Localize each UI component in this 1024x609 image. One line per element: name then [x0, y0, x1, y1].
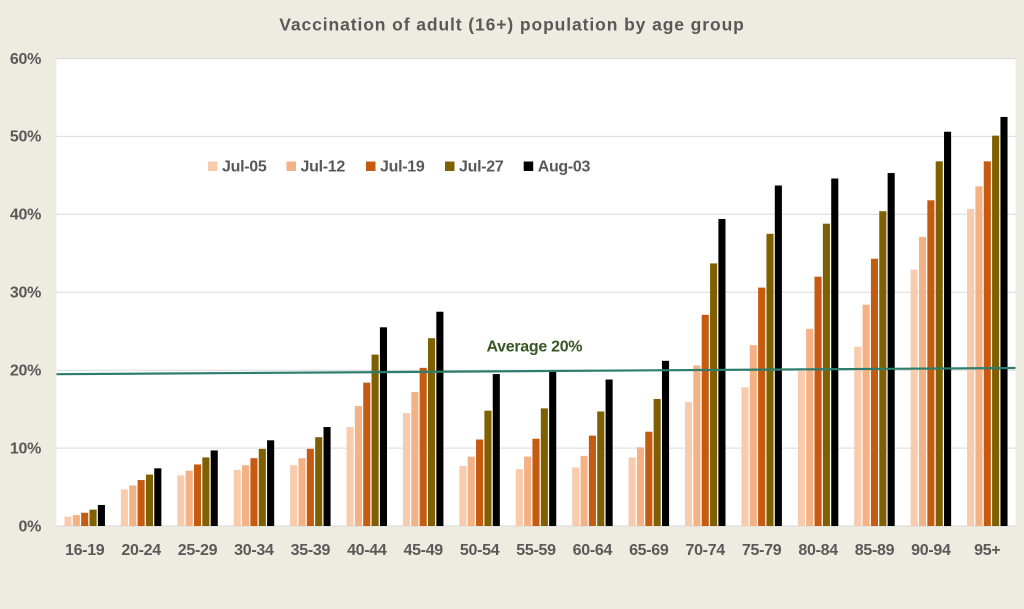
svg-text:90-94: 90-94 — [911, 542, 951, 559]
svg-text:30%: 30% — [10, 285, 41, 302]
svg-text:40-44: 40-44 — [347, 542, 387, 559]
svg-text:85-89: 85-89 — [855, 542, 895, 559]
svg-text:10%: 10% — [10, 440, 41, 457]
svg-text:50-54: 50-54 — [460, 542, 500, 559]
svg-text:35-39: 35-39 — [291, 542, 331, 559]
svg-text:20%: 20% — [10, 363, 41, 380]
svg-text:30-34: 30-34 — [234, 542, 274, 559]
svg-text:Jul-12: Jul-12 — [301, 159, 346, 176]
svg-text:80-84: 80-84 — [798, 542, 838, 559]
svg-text:55-59: 55-59 — [516, 542, 556, 559]
svg-text:95+: 95+ — [974, 542, 1000, 559]
svg-text:25-29: 25-29 — [178, 542, 218, 559]
svg-text:60-64: 60-64 — [573, 542, 613, 559]
svg-text:0%: 0% — [18, 518, 41, 535]
svg-text:60%: 60% — [10, 51, 41, 68]
svg-text:50%: 50% — [10, 129, 41, 146]
svg-text:Jul-19: Jul-19 — [380, 159, 425, 176]
svg-text:65-69: 65-69 — [629, 542, 669, 559]
svg-text:Average 20%: Average 20% — [487, 339, 583, 356]
svg-text:16-19: 16-19 — [65, 542, 105, 559]
svg-text:Vaccination of adult (16+) pop: Vaccination of adult (16+) population by… — [279, 15, 745, 35]
svg-text:20-24: 20-24 — [121, 542, 161, 559]
svg-text:75-79: 75-79 — [742, 542, 782, 559]
svg-text:70-74: 70-74 — [685, 542, 725, 559]
svg-text:Jul-05: Jul-05 — [222, 159, 267, 176]
svg-text:40%: 40% — [10, 207, 41, 224]
svg-text:Aug-03: Aug-03 — [538, 159, 591, 176]
svg-text:45-49: 45-49 — [403, 542, 443, 559]
svg-text:Jul-27: Jul-27 — [459, 159, 504, 176]
